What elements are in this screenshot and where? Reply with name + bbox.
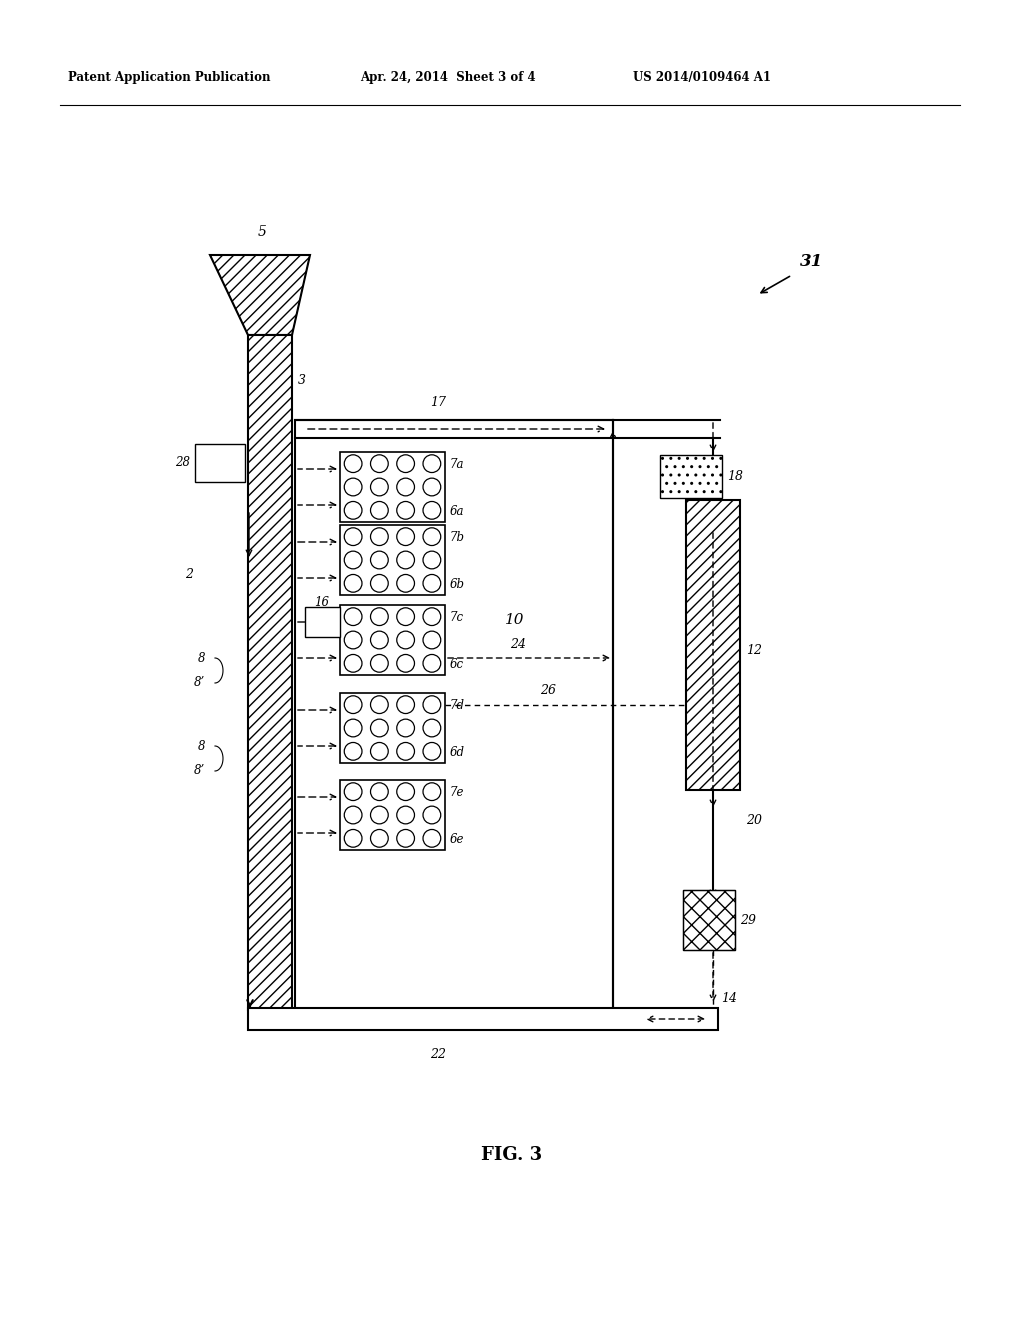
Text: 8’: 8’: [194, 764, 205, 777]
Bar: [686, 500, 740, 789]
Text: 31: 31: [800, 253, 823, 271]
Bar: [248, 1008, 718, 1030]
Text: 14: 14: [721, 993, 737, 1006]
Bar: [248, 335, 292, 1010]
Text: 5: 5: [258, 224, 266, 239]
Text: US 2014/0109464 A1: US 2014/0109464 A1: [633, 71, 771, 84]
Polygon shape: [210, 255, 310, 335]
Text: FIG. 3: FIG. 3: [481, 1146, 543, 1164]
Text: 17: 17: [430, 396, 446, 409]
Text: 2: 2: [185, 569, 193, 582]
Text: 7e: 7e: [450, 785, 465, 799]
Text: 20: 20: [746, 813, 762, 826]
Bar: [686, 500, 740, 789]
Text: 6b: 6b: [450, 578, 465, 591]
Text: 6d: 6d: [450, 746, 465, 759]
Text: 10: 10: [505, 612, 524, 627]
Text: 7a: 7a: [450, 458, 465, 471]
Bar: [248, 335, 292, 1010]
Text: 28: 28: [175, 457, 190, 470]
Text: Apr. 24, 2014  Sheet 3 of 4: Apr. 24, 2014 Sheet 3 of 4: [360, 71, 536, 84]
Bar: [305, 607, 340, 638]
Bar: [195, 444, 245, 482]
Text: 6e: 6e: [450, 833, 465, 846]
Bar: [340, 605, 445, 675]
Bar: [660, 455, 722, 498]
Text: Patent Application Publication: Patent Application Publication: [68, 71, 270, 84]
Bar: [683, 890, 735, 950]
Bar: [340, 780, 445, 850]
Text: 16: 16: [314, 595, 330, 609]
Bar: [340, 525, 445, 595]
Text: 7b: 7b: [450, 531, 465, 544]
Text: 8: 8: [198, 739, 205, 752]
Text: 6c: 6c: [450, 657, 464, 671]
Text: 22: 22: [430, 1048, 446, 1061]
Text: 8: 8: [198, 652, 205, 664]
Text: 24: 24: [510, 638, 526, 651]
Bar: [340, 693, 445, 763]
Bar: [683, 890, 735, 950]
Text: 18: 18: [727, 470, 743, 483]
Text: 6a: 6a: [450, 506, 465, 517]
Bar: [340, 451, 445, 521]
Text: 26: 26: [540, 685, 556, 697]
Text: 7c: 7c: [450, 611, 464, 624]
Text: 12: 12: [746, 644, 762, 656]
Bar: [295, 420, 613, 1012]
Text: 8’: 8’: [194, 676, 205, 689]
Text: 7d: 7d: [450, 700, 465, 711]
Text: 29: 29: [740, 913, 756, 927]
Bar: [660, 455, 722, 498]
Text: 3: 3: [298, 374, 306, 387]
